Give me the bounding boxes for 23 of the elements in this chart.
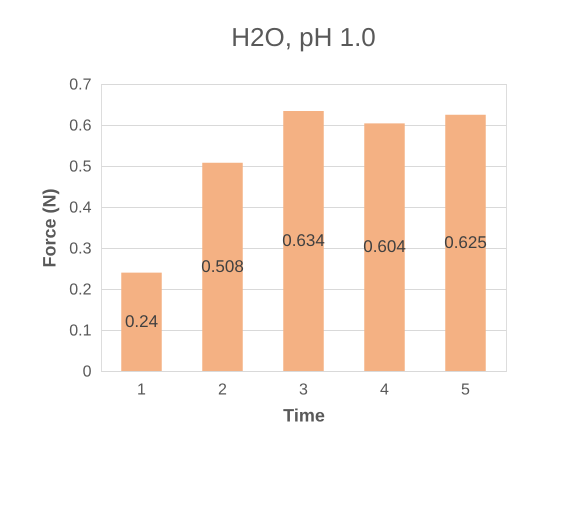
y-axis-title: Force (N) — [39, 188, 60, 268]
x-tick-label: 2 — [218, 382, 228, 398]
x-tick-label: 5 — [461, 382, 470, 398]
y-tick-label: 0.1 — [69, 322, 92, 340]
y-tick-label: 0.6 — [69, 118, 92, 134]
chart-title: H2O, pH 1.0 — [231, 22, 376, 52]
bar — [445, 114, 486, 371]
x-axis-title: Time — [283, 406, 325, 426]
y-tick-label: 0.5 — [69, 158, 92, 176]
data-label: 0.604 — [363, 237, 406, 256]
bar — [283, 111, 324, 371]
bar — [364, 123, 405, 371]
data-label: 0.24 — [124, 312, 158, 331]
x-tick-label: 1 — [137, 382, 146, 398]
x-tick-label: 4 — [380, 382, 390, 398]
y-tick-label: 0 — [82, 364, 92, 380]
y-tick-label: 0.7 — [69, 76, 92, 94]
y-tick-label: 0.4 — [69, 200, 92, 216]
bar — [202, 162, 243, 371]
x-tick-label: 3 — [299, 382, 308, 398]
y-tick-label: 0.2 — [69, 282, 92, 298]
y-tick-label: 0.3 — [69, 240, 92, 258]
bar — [121, 272, 162, 371]
